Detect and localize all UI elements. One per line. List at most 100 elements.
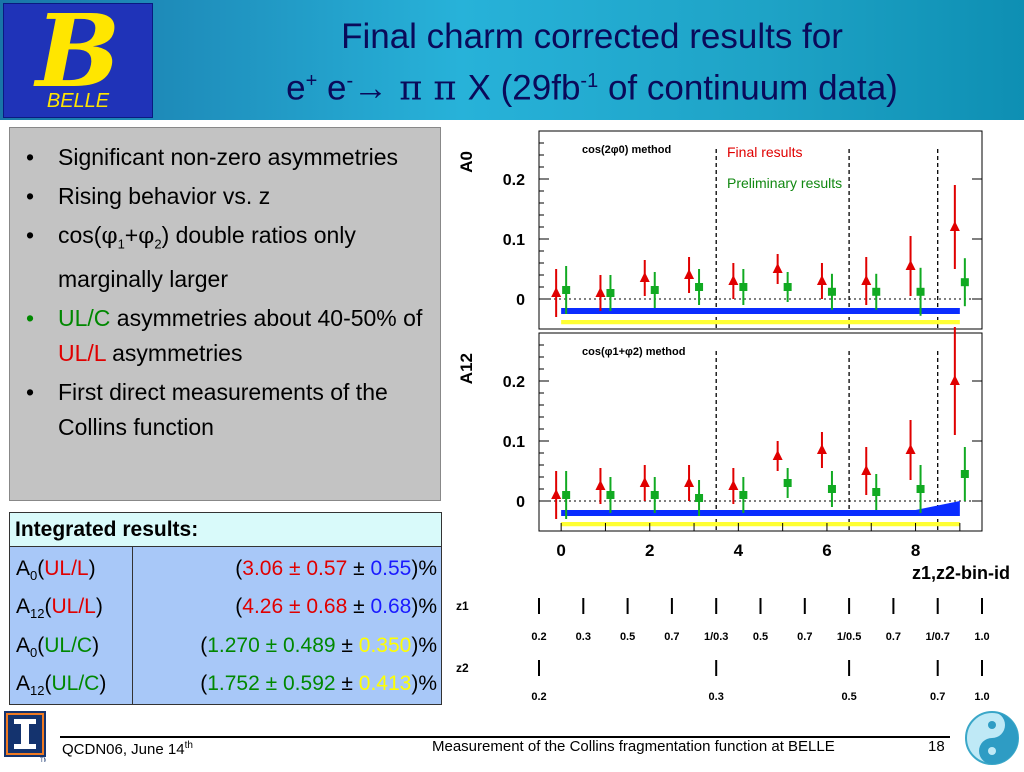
preliminary-point <box>739 283 748 291</box>
z1-tick-label: 0.5 <box>620 631 635 643</box>
preliminary-point <box>606 289 615 297</box>
results-title: Integrated results: <box>10 513 441 547</box>
z1-tick-label: 0.5 <box>753 631 768 643</box>
final-point <box>772 450 783 460</box>
bullet-list: • Significant non-zero asymmetries • Risin… <box>10 128 440 445</box>
x-tick-label: 6 <box>822 541 831 560</box>
preliminary-point <box>650 286 659 294</box>
final-point <box>816 275 827 285</box>
y-tick-label: 0.1 <box>503 232 525 249</box>
title-line-2: e+ e-→ π π X (29fb-1 of continuum data) <box>286 68 898 109</box>
preliminary-point <box>916 485 925 493</box>
bullet-item: • Significant non-zero asymmetries <box>26 144 399 170</box>
final-point <box>595 287 606 297</box>
y-tick-label: 0.2 <box>503 374 525 391</box>
table-row: A0(UL/C) (1.270 ± 0.489 ± 0.350)% <box>16 634 437 661</box>
y-axis-label: A12 <box>457 353 476 384</box>
final-point <box>949 375 960 385</box>
footer-talk-title: Measurement of the Collins fragmentation… <box>432 738 835 755</box>
x-axis-label: z1,z2-bin-id <box>912 563 1010 583</box>
z1-tick-label: 1/0.5 <box>837 631 861 643</box>
panel-frame <box>538 130 983 330</box>
bullet-item: • Rising behavior vs. z <box>26 183 271 209</box>
z2-tick-label: 0.7 <box>930 691 945 703</box>
systematic-band-yellow <box>561 522 960 527</box>
bullet-item: • cos(φ1+φ2) double ratios only marginall… <box>26 222 356 292</box>
preliminary-point <box>695 494 704 502</box>
z2-label: z2 <box>456 661 469 675</box>
asymmetry-chart: 0 0.1 0.2 A0 cos(2φ0) method 0 0.1 0.2 A12 cos(φ1… <box>456 130 1010 703</box>
panel-frame <box>538 332 983 532</box>
uiuc-logo: TM <box>4 711 49 764</box>
preliminary-point <box>739 491 748 499</box>
table-row: A12(UL/L) (4.26 ± 0.68 ± 0.68)% <box>16 595 437 622</box>
final-point <box>551 287 562 297</box>
bullet-item: • First direct measurements of the Collin… <box>26 378 388 440</box>
footer-conference: QCDN06, June 14th <box>62 740 193 758</box>
preliminary-point <box>606 491 615 499</box>
z1-label: z1 <box>456 599 469 613</box>
preliminary-point <box>916 287 925 296</box>
x-tick-label: 4 <box>734 541 744 560</box>
y-tick-label: 0 <box>516 292 525 309</box>
preliminary-point <box>650 491 659 499</box>
bullet-item: • UL/C asymmetries about 40-50% of UL/L a… <box>26 304 423 366</box>
z2-tick-label: 0.2 <box>531 691 546 703</box>
preliminary-point <box>562 491 571 499</box>
x-tick-label: 0 <box>556 541 565 560</box>
preliminary-point <box>783 479 792 487</box>
systematic-band-blue <box>561 308 960 314</box>
final-point <box>684 477 695 487</box>
z2-tick-label: 0.5 <box>841 691 856 703</box>
title-line-1: Final charm corrected results for <box>341 17 843 56</box>
final-point <box>861 465 872 475</box>
preliminary-point <box>562 286 571 294</box>
final-point <box>949 221 960 231</box>
systematic-band-blue <box>561 501 960 516</box>
x-tick-label: 2 <box>645 541 654 560</box>
page-number: 18 <box>928 738 945 755</box>
y-tick-label: 0.1 <box>503 434 525 451</box>
table-row: A0(UL/L) (3.06 ± 0.57 ± 0.55)% <box>16 557 437 584</box>
z1-tick-label: 1/0.7 <box>925 631 949 643</box>
belle-logo-text: BELLE <box>46 90 110 112</box>
y-axis-label: A0 <box>457 151 476 173</box>
uiuc-tm: TM <box>40 758 46 763</box>
z2-tick-label: 0.3 <box>709 691 724 703</box>
preliminary-point <box>960 278 969 287</box>
final-point <box>728 275 739 285</box>
z1-tick-label: 0.2 <box>531 631 546 643</box>
final-point <box>861 275 872 285</box>
final-point <box>595 480 606 490</box>
preliminary-point <box>960 470 969 478</box>
final-point <box>728 480 739 490</box>
legend-preliminary: Preliminary results <box>727 175 842 191</box>
institute-logo <box>963 709 1021 767</box>
final-point <box>772 263 783 273</box>
final-point <box>684 269 695 279</box>
preliminary-point <box>695 283 704 291</box>
final-point <box>639 477 650 487</box>
results-table: Integrated results: A0(UL/L) (3.06 ± 0.5… <box>9 512 442 705</box>
z1-tick-label: 0.3 <box>576 631 591 643</box>
legend-final: Final results <box>727 144 802 160</box>
z1-tick-label: 0.7 <box>664 631 679 643</box>
belle-logo-letter: B <box>35 0 121 110</box>
final-point <box>639 272 650 282</box>
arrow-icon: → <box>353 68 389 108</box>
footer-divider <box>60 736 950 738</box>
preliminary-point <box>827 287 836 296</box>
z2-tick-label: 1.0 <box>974 691 989 703</box>
table-row: A12(UL/C) (1.752 ± 0.592 ± 0.413)% <box>16 672 437 699</box>
final-point <box>816 444 827 454</box>
z1-tick-label: 0.7 <box>886 631 901 643</box>
x-tick-label: 8 <box>911 541 920 560</box>
systematic-band-yellow <box>561 320 960 325</box>
preliminary-point <box>783 283 792 291</box>
z1-tick-label: 1.0 <box>974 631 989 643</box>
final-point <box>551 489 562 499</box>
slide-title: Final charm corrected results for e+ e-→… <box>160 14 1024 112</box>
preliminary-point <box>872 287 881 296</box>
method-label: cos(2φ0) method <box>582 144 671 156</box>
summary-box: • Significant non-zero asymmetries • Risin… <box>9 127 441 501</box>
